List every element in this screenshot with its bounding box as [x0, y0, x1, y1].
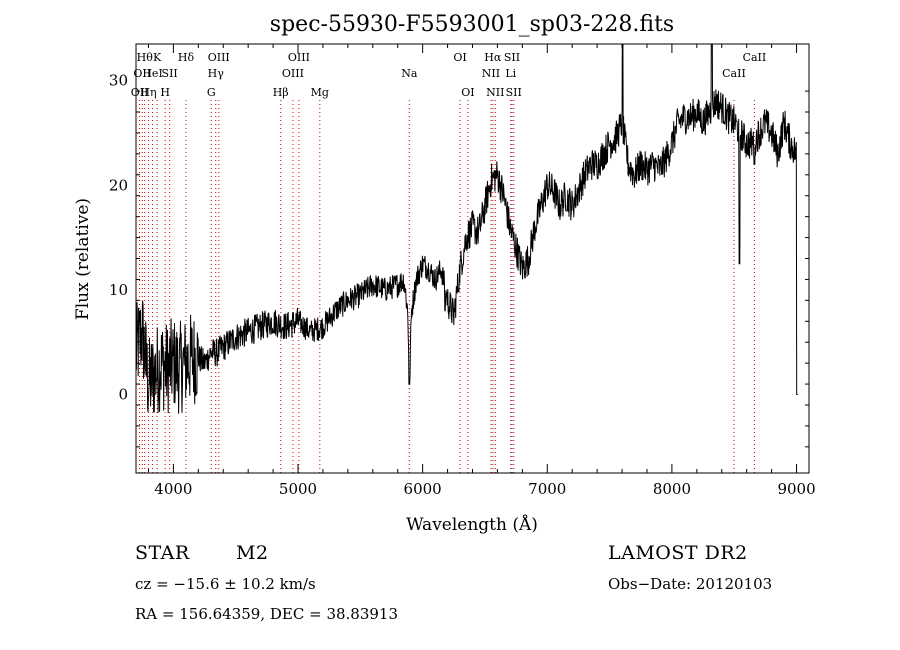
line-label: Hη	[140, 86, 156, 99]
line-label: CaII	[722, 67, 746, 80]
line-label: Li	[505, 67, 516, 80]
plot-frame	[135, 43, 810, 474]
line-label: OIII	[288, 51, 310, 64]
line-label: SII	[162, 67, 178, 80]
line-label: HeI	[142, 67, 162, 80]
line-label: SII	[506, 86, 522, 99]
y-tick-label: 20	[109, 176, 128, 194]
line-label: CaII	[743, 51, 767, 64]
line-label: OIII	[282, 67, 304, 80]
line-label: Hγ	[208, 67, 225, 80]
sky-coordinates: RA = 156.64359, DEC = 38.83913	[135, 605, 399, 623]
line-label: NII	[482, 67, 500, 80]
line-label: NII	[486, 86, 504, 99]
observation-date: Obs−Date: 20120103	[608, 575, 773, 593]
x-tick-label: 8000	[653, 480, 691, 498]
y-tick-label: 30	[109, 72, 128, 90]
line-label: SII	[504, 51, 520, 64]
x-tick-label: 9000	[777, 480, 815, 498]
line-label: Na	[401, 67, 418, 80]
x-axis-label: Wavelength (Å)	[406, 514, 538, 535]
line-label: H	[160, 86, 170, 99]
line-label: OI	[461, 86, 474, 99]
line-label: G	[207, 86, 216, 99]
line-label: Hβ	[273, 86, 289, 99]
line-label: OII	[131, 86, 149, 99]
line-label: OI	[453, 51, 466, 64]
x-tick-label: 6000	[404, 480, 442, 498]
y-tick-label: 10	[109, 281, 128, 299]
line-label: Hδ	[178, 51, 195, 64]
chart-title: spec-55930-F5593001_sp03-228.fits	[270, 12, 674, 37]
x-tick-label: 4000	[154, 480, 192, 498]
line-label: K	[153, 51, 162, 64]
line-label: Hα	[484, 51, 502, 64]
x-tick-label: 7000	[528, 480, 566, 498]
line-label: OIII	[208, 51, 230, 64]
spectral-subclass: M2	[236, 542, 269, 564]
line-label: OII	[133, 67, 151, 80]
y-tick-label: 0	[118, 386, 128, 404]
x-tick-label: 5000	[279, 480, 317, 498]
line-label: Mg	[311, 86, 329, 99]
survey-name: LAMOST DR2	[608, 542, 748, 564]
redshift-velocity: cz = −15.6 ± 10.2 km/s	[135, 575, 316, 593]
y-axis-label: Flux (relative)	[73, 198, 93, 320]
object-type: STAR	[135, 542, 190, 564]
spectrum-line	[136, 44, 798, 414]
line-label: Hθ	[137, 51, 154, 64]
